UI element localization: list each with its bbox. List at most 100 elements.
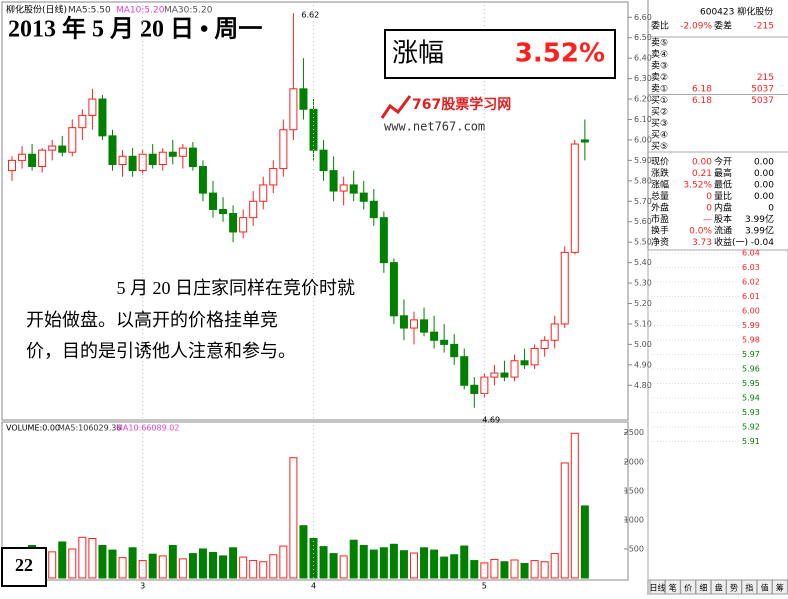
candle-body — [8, 159, 16, 172]
intraday-label: 6.02 — [742, 278, 760, 287]
y-tick-label: 4.80 — [634, 381, 652, 390]
candle-body — [450, 343, 459, 358]
volume-bar — [520, 562, 529, 579]
tab-label[interactable]: 价 — [684, 584, 692, 593]
candle-body — [229, 213, 238, 233]
intraday-label: 5.93 — [742, 408, 760, 417]
book-label: 卖⑤ — [651, 38, 668, 49]
volume-bar — [58, 541, 67, 579]
candle-body — [430, 331, 439, 341]
stat-value: — — [703, 215, 712, 225]
volume-bar — [440, 556, 449, 579]
volume-bar — [259, 561, 268, 579]
volume-bar — [410, 552, 418, 579]
candle-body — [78, 114, 87, 129]
candle-body — [540, 339, 549, 349]
candle-body — [249, 200, 258, 219]
book-label: 买③ — [651, 118, 668, 129]
price-frame — [1, 1, 629, 421]
volume-bar — [209, 551, 217, 579]
tab-label[interactable]: 盘 — [715, 583, 723, 593]
tab-label[interactable]: 势 — [730, 583, 738, 593]
logo: 767股票学习网 — [412, 96, 511, 113]
stat-label: 量比 — [714, 190, 732, 202]
volume-bar — [219, 555, 228, 579]
y-tick-label: 5.70 — [634, 197, 652, 206]
x-tick-label: 5 — [482, 582, 487, 591]
logo-icon — [380, 95, 412, 119]
stat-value: -0.04 — [751, 238, 775, 248]
x-tick-label: 4 — [311, 582, 316, 591]
intraday-label: 6.03 — [742, 263, 760, 272]
candle-body — [440, 339, 449, 345]
stat-value: 0.00 — [754, 158, 774, 168]
intraday-label: 5.96 — [742, 365, 760, 374]
tab-label[interactable]: 值 — [761, 583, 769, 593]
book-volume: 5037 — [751, 85, 774, 95]
stat-label: 净资 — [651, 236, 669, 248]
y-tick-label: 5.80 — [634, 176, 652, 185]
ma-label: MA10:5.20 — [116, 6, 165, 16]
panel-header: 600423 柳化股份 — [700, 6, 773, 18]
volume-bar — [269, 554, 278, 579]
volume-bar — [349, 539, 358, 579]
y-tick-label: 6.60 — [634, 13, 652, 22]
book-label: 买④ — [651, 130, 668, 141]
y-tick-label: 5.50 — [634, 238, 652, 247]
tab-label[interactable]: 细 — [699, 583, 707, 593]
volume-bar — [580, 505, 589, 579]
volume-bar — [48, 551, 57, 579]
candle-body — [289, 88, 298, 131]
tab-label[interactable]: 日线 — [650, 583, 666, 593]
date-title: 2013 年 5 月 20 日 • 周一 — [8, 15, 262, 43]
volume-bar — [329, 553, 338, 579]
candle-body — [128, 155, 137, 172]
y-tick-label: 5.30 — [634, 279, 652, 288]
y-tick-label: 6.00 — [634, 135, 652, 144]
volume-bar — [88, 537, 97, 579]
ma-label: MA5:5.50 — [68, 6, 111, 16]
candle-body — [198, 166, 207, 194]
y-tick-label: 6.10 — [634, 115, 652, 124]
candle-body — [329, 170, 338, 192]
volume-bar — [178, 558, 187, 579]
candle-body — [389, 262, 398, 317]
tab-label[interactable]: 筹 — [776, 583, 784, 593]
book-label: 委比 — [651, 20, 669, 32]
intraday-label: 5.91 — [742, 437, 760, 446]
candle-body — [359, 192, 368, 202]
y-tick-label: 5.00 — [634, 340, 652, 349]
stat-label: 换手 — [651, 225, 669, 237]
candle-body — [520, 360, 529, 366]
volume-bar — [118, 557, 127, 579]
stat-label: 总量 — [651, 190, 669, 202]
tab[interactable] — [771, 579, 788, 595]
volume-bar — [239, 556, 248, 579]
chart-title: VOLUME:0.00 — [6, 424, 60, 433]
tab-label[interactable]: 指 — [745, 583, 753, 593]
stat-value: 0.0% — [689, 227, 712, 237]
volume-bar — [309, 537, 318, 579]
volume-bar — [490, 558, 499, 579]
candle-body — [48, 145, 57, 151]
candle-body — [28, 153, 37, 168]
book-label: 卖③ — [651, 61, 668, 72]
candle-body — [98, 98, 107, 137]
candle-body — [580, 139, 589, 143]
volume-bar — [359, 544, 368, 579]
candle-body — [269, 168, 278, 186]
volume-bar — [98, 544, 107, 579]
stat-value: 0.00 — [754, 192, 774, 202]
book-volume: 5037 — [751, 96, 774, 106]
candle-body — [138, 153, 147, 172]
note-line: 价，目的是引诱他人注意和参与。 — [26, 341, 296, 361]
volume-bar — [188, 553, 197, 579]
ma-label: MA10:66089.02 — [116, 424, 179, 433]
candle-body — [118, 155, 127, 165]
book-price: 6.18 — [692, 85, 712, 95]
y-tick-label: 5.10 — [634, 319, 652, 328]
tab-label[interactable]: 笔 — [669, 583, 677, 593]
gain-box — [384, 29, 616, 79]
book-label: 卖④ — [651, 49, 668, 60]
